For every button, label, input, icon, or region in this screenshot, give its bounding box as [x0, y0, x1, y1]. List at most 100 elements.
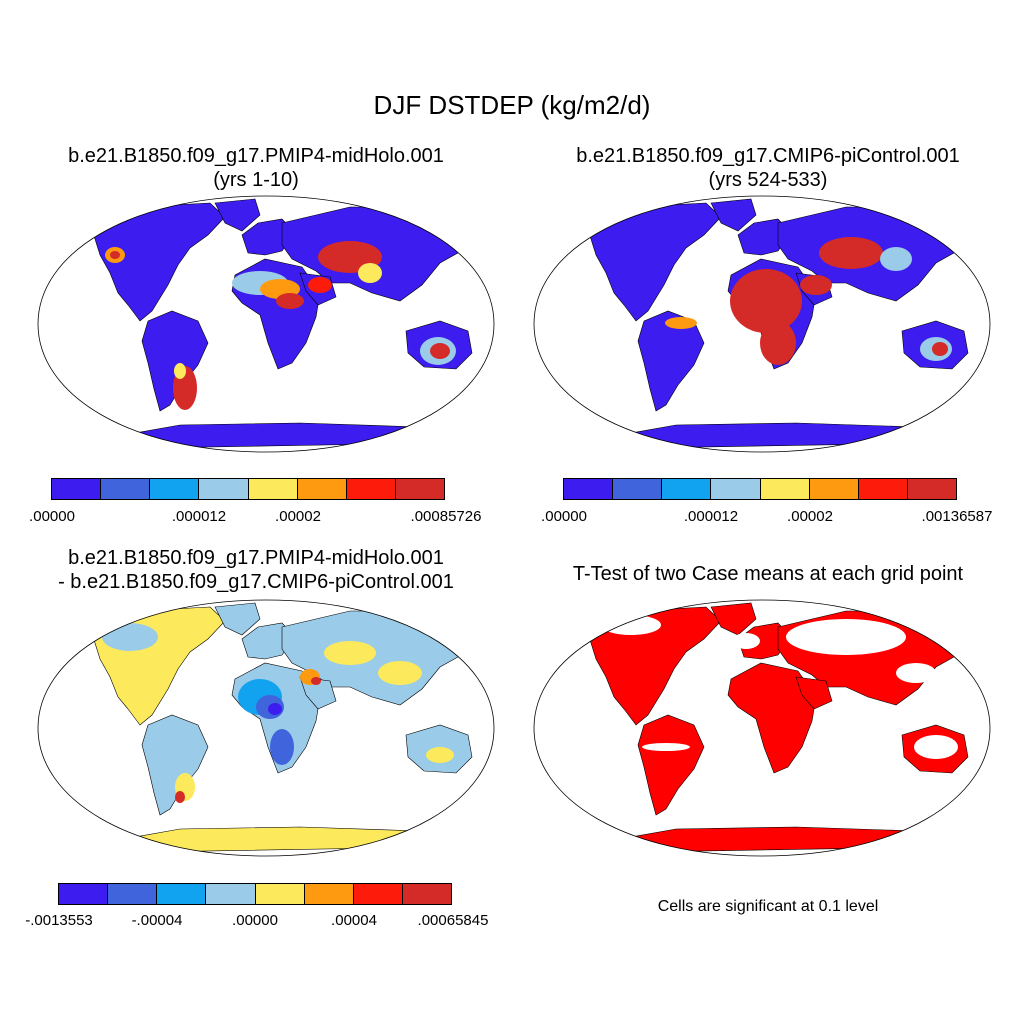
- colorbar-swatch: [199, 479, 249, 499]
- land-an: [89, 826, 441, 854]
- map-border: [533, 195, 991, 453]
- field-patch: [896, 663, 936, 683]
- colorbar-swatch: [353, 884, 403, 904]
- land-af: [727, 662, 817, 774]
- field-patch: [324, 641, 376, 665]
- field-patch: [430, 343, 450, 359]
- colorbar-swatch: [206, 884, 256, 904]
- field-patch: [175, 791, 185, 803]
- map-content: [89, 198, 493, 450]
- colorbar-swatch: [402, 884, 451, 904]
- land-gr: [214, 198, 261, 232]
- land-sa: [637, 714, 705, 816]
- colorbar-swatch: [59, 884, 109, 904]
- colorbar-label: .00000: [232, 912, 278, 929]
- map-border: [533, 599, 991, 857]
- colorbar-swatch: [564, 479, 614, 499]
- panel-title-line2: - b.e21.B1850.f09_g17.CMIP6-piControl.00…: [58, 571, 454, 593]
- field-patch: [308, 277, 332, 293]
- field-patch: [174, 363, 186, 379]
- land-gr: [214, 602, 261, 636]
- field-patch: [800, 275, 832, 295]
- colorbar-swatch: [711, 479, 761, 499]
- colorbar-label: .000012: [683, 508, 739, 525]
- colorbar-label: .00065845: [417, 912, 489, 929]
- field-patch: [914, 735, 958, 759]
- colorbar-swatch: [52, 479, 102, 499]
- colorbar-swatch: [613, 479, 663, 499]
- figure-title: DJF DSTDEP (kg/m2/d): [373, 90, 651, 120]
- colorbar-label: .000012: [171, 508, 227, 525]
- map-content: [585, 602, 989, 854]
- colorbar-swatch: [907, 479, 956, 499]
- panel-title-mid-holocene: b.e21.B1850.f09_g17.PMIP4-midHolo.001 (y…: [0, 144, 512, 192]
- colorbar-label: .00004: [331, 912, 377, 929]
- colorbar-mid-holocene: [51, 478, 445, 500]
- colorbar-swatch: [760, 479, 810, 499]
- field-patch: [932, 342, 948, 356]
- colorbar-swatch: [858, 479, 908, 499]
- colorbar-label: -.0013553: [25, 912, 93, 929]
- field-patch: [880, 247, 912, 271]
- field-patch: [601, 615, 661, 635]
- colorbar-swatch: [248, 479, 298, 499]
- field-patch: [268, 703, 282, 715]
- colorbar-label: .00000: [29, 508, 75, 525]
- panel-title-line1: b.e21.B1850.f09_g17.PMIP4-midHolo.001: [68, 547, 444, 569]
- map-t-test: [533, 599, 991, 857]
- colorbar-label: .00002: [787, 508, 833, 525]
- panel-title-line1: b.e21.B1850.f09_g17.CMIP6-piControl.001: [576, 145, 960, 167]
- field-patch: [665, 317, 697, 329]
- panel-title-line1: T-Test of two Case means at each grid po…: [572, 563, 964, 585]
- land-gr: [710, 602, 757, 636]
- field-patch: [730, 269, 802, 333]
- significance-note: Cells are significant at 0.1 level: [657, 898, 879, 915]
- colorbar-swatch: [395, 479, 444, 499]
- map-mid-holocene: [37, 195, 495, 453]
- colorbar-swatch: [108, 884, 158, 904]
- colorbar-label: .00136587: [921, 508, 993, 525]
- map-pi-control: [533, 195, 991, 453]
- land-an: [585, 826, 937, 854]
- land-ar: [795, 676, 833, 710]
- panel-title-line2: (yrs 1-10): [213, 169, 299, 191]
- colorbar-label: .00085726: [410, 508, 482, 525]
- map-content: [585, 198, 989, 450]
- colorbar-difference: [58, 883, 452, 905]
- map-border: [37, 195, 495, 453]
- map-difference: [37, 599, 495, 857]
- colorbar-swatch: [157, 884, 207, 904]
- field-patch: [732, 633, 760, 649]
- land-an: [89, 422, 441, 450]
- panel-title-difference: b.e21.B1850.f09_g17.PMIP4-midHolo.001 - …: [0, 546, 512, 594]
- field-patch: [378, 661, 422, 685]
- land-gr: [710, 198, 757, 232]
- field-patch: [760, 321, 796, 365]
- colorbar-label: .00000: [541, 508, 587, 525]
- colorbar-label: .00002: [275, 508, 321, 525]
- field-patch: [358, 263, 382, 283]
- field-patch: [276, 293, 304, 309]
- land-na: [89, 606, 226, 726]
- land-na: [585, 202, 722, 322]
- field-patch: [102, 623, 158, 651]
- land-ar: [299, 676, 337, 710]
- land-na: [89, 202, 226, 322]
- panel-title-line1: b.e21.B1850.f09_g17.PMIP4-midHolo.001: [68, 145, 444, 167]
- colorbar-swatch: [662, 479, 712, 499]
- colorbar-swatch: [346, 479, 396, 499]
- colorbar-swatch: [304, 884, 354, 904]
- field-patch: [786, 619, 906, 655]
- colorbar-swatch: [101, 479, 151, 499]
- colorbar-swatch: [297, 479, 347, 499]
- colorbar-label: -.00004: [131, 912, 183, 929]
- panel-title-t-test: T-Test of two Case means at each grid po…: [512, 562, 1024, 586]
- land-na: [585, 606, 722, 726]
- field-patch: [110, 251, 120, 259]
- colorbar-swatch: [150, 479, 200, 499]
- panel-title-pi-control: b.e21.B1850.f09_g17.CMIP6-piControl.001 …: [512, 144, 1024, 192]
- field-patch: [270, 729, 294, 765]
- map-border: [37, 599, 495, 857]
- map-content: [89, 602, 493, 854]
- land-sa: [141, 714, 209, 816]
